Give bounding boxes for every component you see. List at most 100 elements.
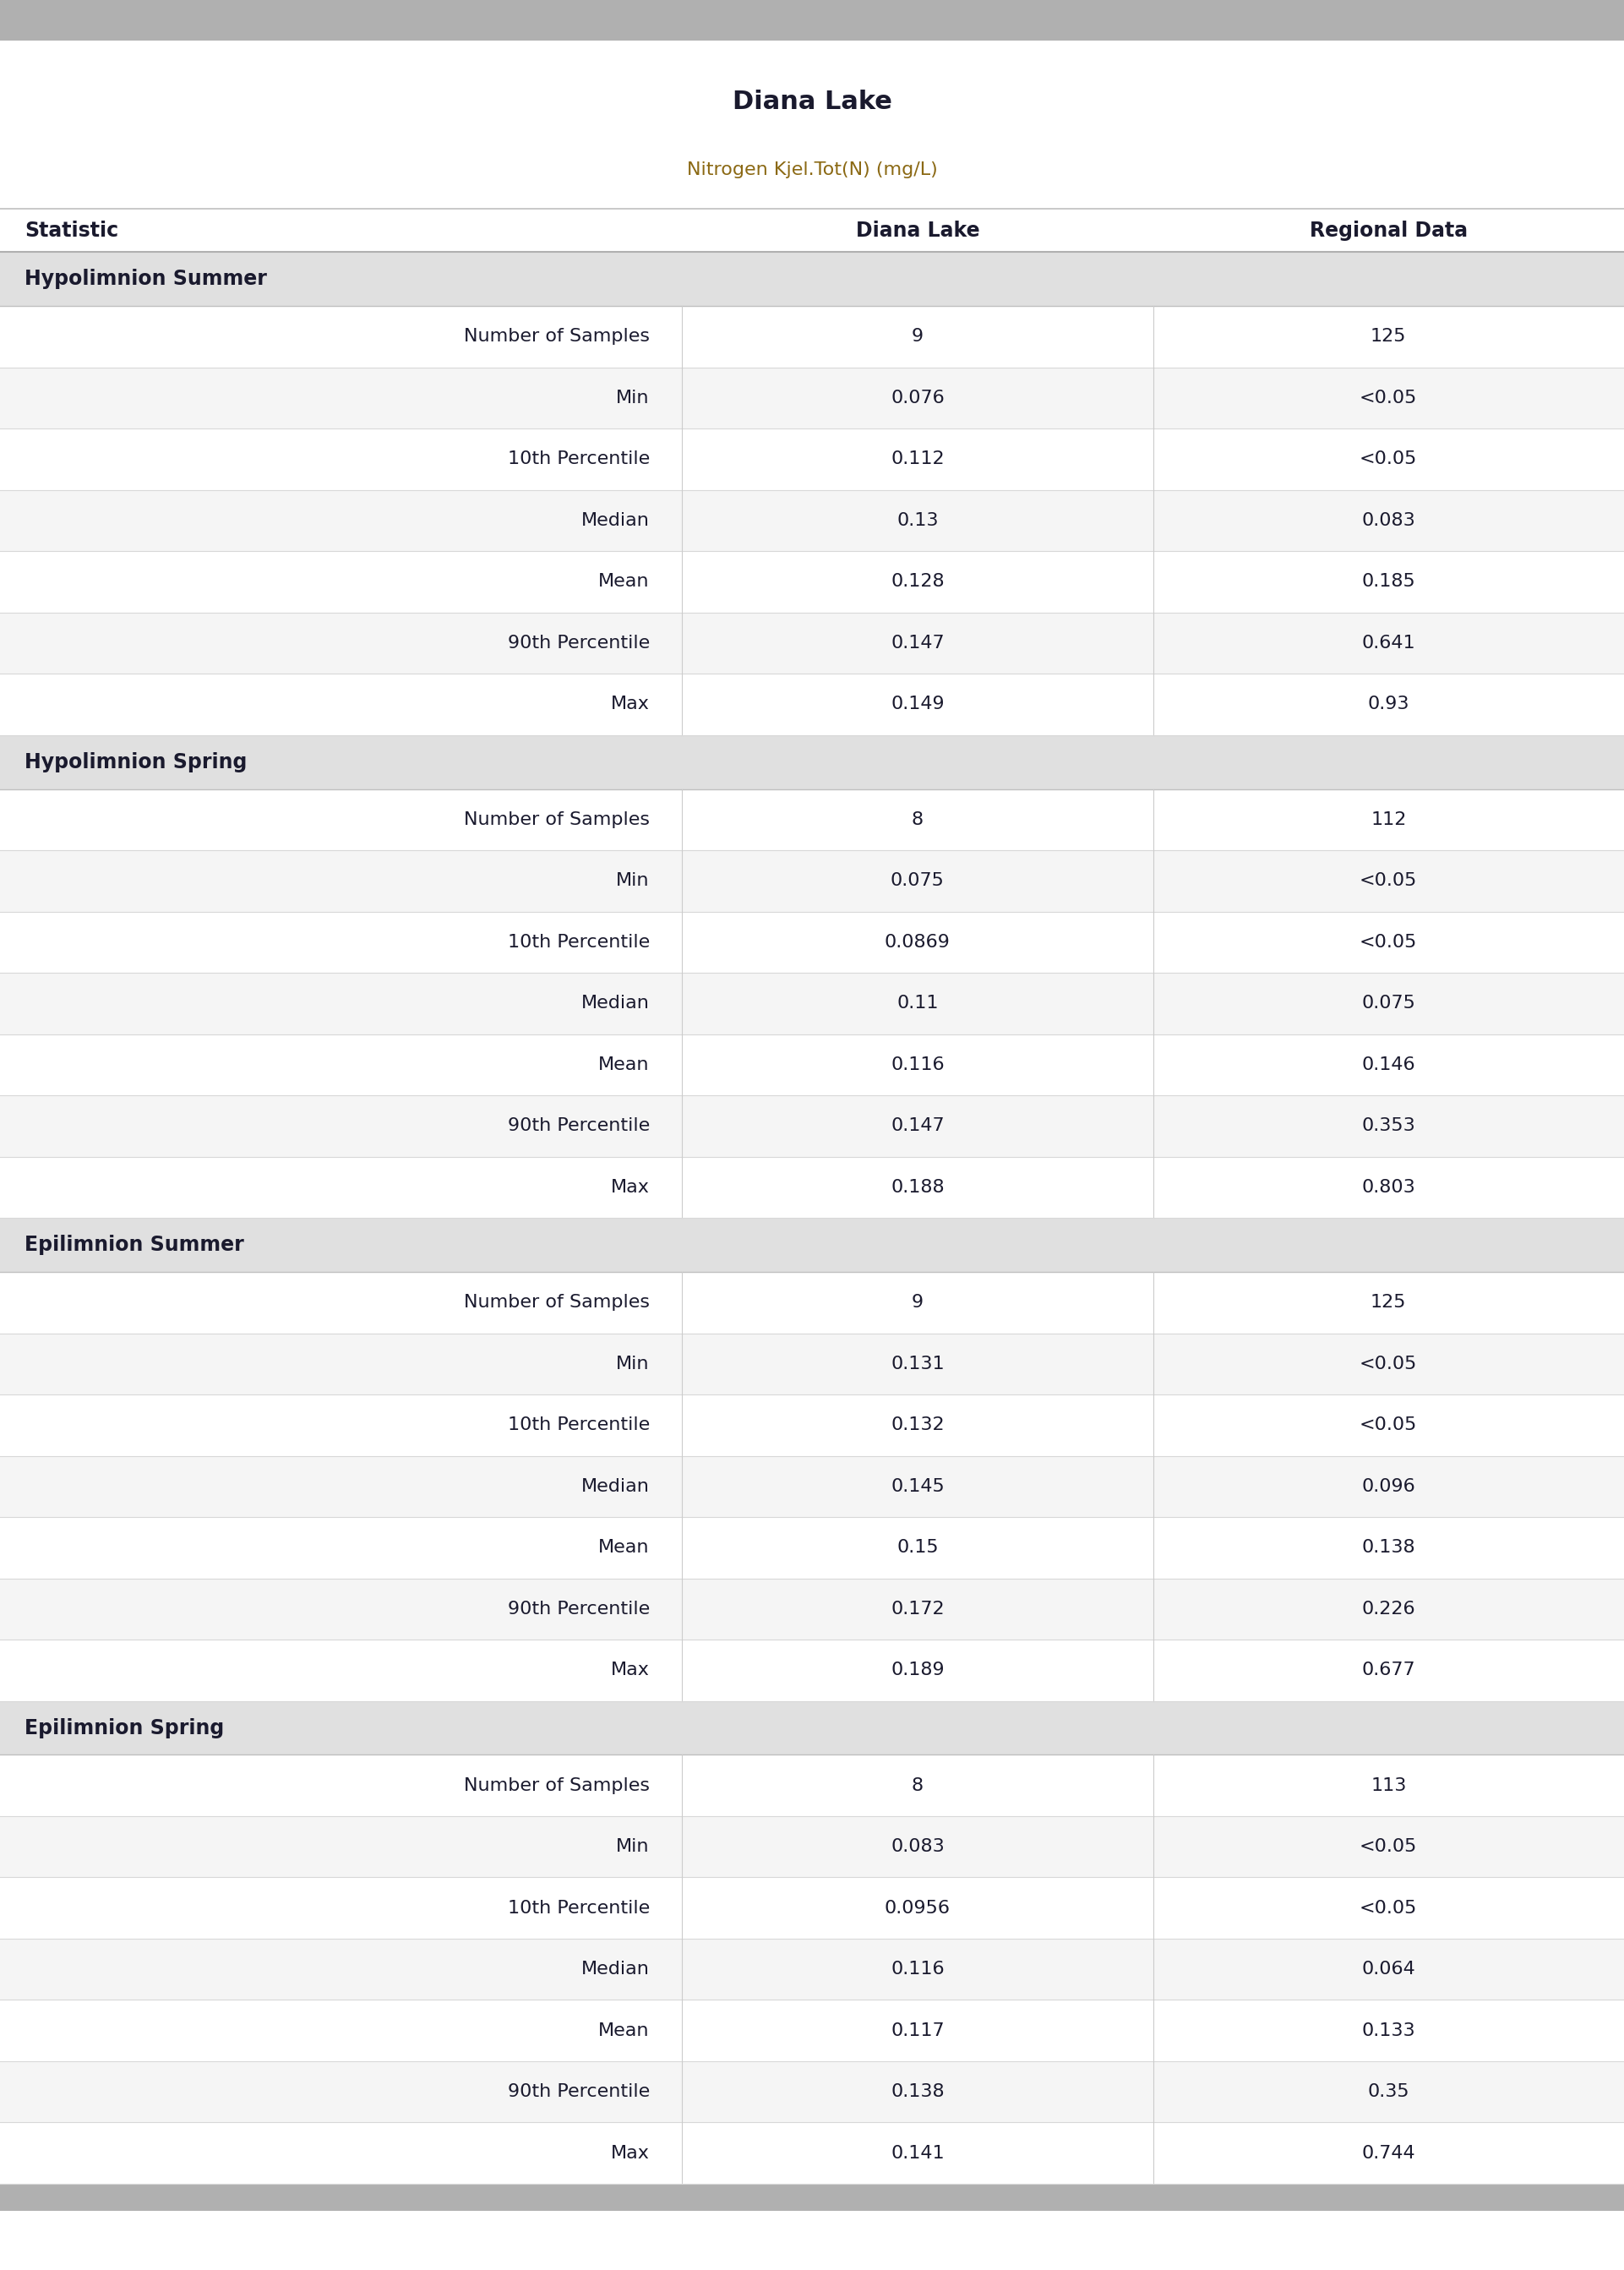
Text: 0.116: 0.116 — [890, 1056, 945, 1074]
Bar — [0, 613, 1624, 674]
Text: Epilimnion Spring: Epilimnion Spring — [24, 1718, 224, 1739]
Text: 0.189: 0.189 — [890, 1662, 945, 1678]
Bar — [0, 368, 1624, 429]
Text: 0.803: 0.803 — [1361, 1178, 1416, 1196]
Text: 0.0869: 0.0869 — [885, 933, 950, 951]
Text: <0.05: <0.05 — [1359, 872, 1418, 890]
Text: Min: Min — [615, 1355, 650, 1373]
Text: 0.083: 0.083 — [890, 1839, 945, 1855]
Bar — [0, 674, 1624, 735]
Text: 9: 9 — [911, 329, 924, 345]
Text: 0.132: 0.132 — [890, 1416, 945, 1435]
Bar — [0, 1939, 1624, 2000]
Text: 8: 8 — [911, 1777, 924, 1793]
Bar — [0, 0, 1624, 41]
Bar — [0, 1096, 1624, 1158]
Bar — [0, 1877, 1624, 1939]
Text: 10th Percentile: 10th Percentile — [507, 1900, 650, 1916]
Text: Number of Samples: Number of Samples — [464, 1777, 650, 1793]
Bar — [0, 851, 1624, 913]
Text: 0.353: 0.353 — [1361, 1117, 1416, 1135]
Text: 0.096: 0.096 — [1361, 1478, 1416, 1496]
Text: Regional Data: Regional Data — [1309, 220, 1468, 241]
Text: <0.05: <0.05 — [1359, 390, 1418, 406]
Text: Median: Median — [581, 1478, 650, 1496]
Text: 0.128: 0.128 — [890, 574, 945, 590]
Text: Median: Median — [581, 513, 650, 529]
Text: 0.226: 0.226 — [1361, 1600, 1416, 1619]
Bar — [0, 1755, 1624, 1816]
Text: Max: Max — [611, 1178, 650, 1196]
Bar — [0, 1035, 1624, 1096]
Text: 0.117: 0.117 — [890, 2023, 945, 2038]
Text: Max: Max — [611, 2145, 650, 2161]
Text: 0.147: 0.147 — [890, 636, 945, 651]
Text: <0.05: <0.05 — [1359, 452, 1418, 468]
Text: 10th Percentile: 10th Percentile — [507, 452, 650, 468]
Bar — [0, 2061, 1624, 2122]
Text: Mean: Mean — [599, 574, 650, 590]
Text: 0.35: 0.35 — [1367, 2084, 1410, 2100]
Text: <0.05: <0.05 — [1359, 1900, 1418, 1916]
Text: 0.075: 0.075 — [1361, 994, 1416, 1012]
Text: 0.15: 0.15 — [896, 1539, 939, 1557]
Text: 113: 113 — [1371, 1777, 1406, 1793]
Text: 0.138: 0.138 — [890, 2084, 945, 2100]
Bar — [0, 2000, 1624, 2061]
Bar — [0, 306, 1624, 368]
Text: 0.11: 0.11 — [896, 994, 939, 1012]
Text: Mean: Mean — [599, 1539, 650, 1557]
Text: Median: Median — [581, 994, 650, 1012]
Text: Median: Median — [581, 1961, 650, 1977]
Bar — [0, 1271, 1624, 1332]
Text: 0.133: 0.133 — [1361, 2023, 1416, 2038]
Bar — [0, 913, 1624, 974]
Text: Mean: Mean — [599, 1056, 650, 1074]
Bar — [0, 2184, 1624, 2211]
Text: 0.744: 0.744 — [1361, 2145, 1416, 2161]
Text: 8: 8 — [911, 810, 924, 829]
Text: 0.172: 0.172 — [890, 1600, 945, 1619]
Bar — [0, 490, 1624, 552]
Text: 0.131: 0.131 — [890, 1355, 945, 1373]
Text: 9: 9 — [911, 1294, 924, 1312]
Text: 125: 125 — [1371, 1294, 1406, 1312]
Bar — [0, 2122, 1624, 2184]
Bar — [0, 1700, 1624, 1755]
Text: 0.112: 0.112 — [890, 452, 945, 468]
Bar — [0, 1394, 1624, 1455]
Text: 125: 125 — [1371, 329, 1406, 345]
Text: 0.13: 0.13 — [896, 513, 939, 529]
Text: 0.147: 0.147 — [890, 1117, 945, 1135]
Text: 0.93: 0.93 — [1367, 697, 1410, 713]
Text: 0.146: 0.146 — [1361, 1056, 1416, 1074]
Text: 0.149: 0.149 — [890, 697, 945, 713]
Text: Min: Min — [615, 390, 650, 406]
Text: Nitrogen Kjel.Tot(N) (mg/L): Nitrogen Kjel.Tot(N) (mg/L) — [687, 161, 937, 179]
Text: Min: Min — [615, 872, 650, 890]
Text: <0.05: <0.05 — [1359, 1416, 1418, 1435]
Bar — [0, 209, 1624, 252]
Text: Max: Max — [611, 1662, 650, 1678]
Text: <0.05: <0.05 — [1359, 1355, 1418, 1373]
Text: Epilimnion Summer: Epilimnion Summer — [24, 1235, 244, 1255]
Text: Diana Lake: Diana Lake — [856, 220, 979, 241]
Text: 0.064: 0.064 — [1361, 1961, 1416, 1977]
Bar — [0, 429, 1624, 490]
Text: Max: Max — [611, 697, 650, 713]
Text: 0.138: 0.138 — [1361, 1539, 1416, 1557]
Text: 112: 112 — [1371, 810, 1406, 829]
Text: 10th Percentile: 10th Percentile — [507, 1416, 650, 1435]
Bar — [0, 552, 1624, 613]
Bar — [0, 1219, 1624, 1271]
Text: 0.0956: 0.0956 — [885, 1900, 950, 1916]
Bar — [0, 1639, 1624, 1700]
Bar — [0, 1516, 1624, 1578]
Text: 10th Percentile: 10th Percentile — [507, 933, 650, 951]
Text: Number of Samples: Number of Samples — [464, 329, 650, 345]
Text: Number of Samples: Number of Samples — [464, 1294, 650, 1312]
Text: 0.188: 0.188 — [890, 1178, 945, 1196]
Text: 90th Percentile: 90th Percentile — [507, 636, 650, 651]
Text: Min: Min — [615, 1839, 650, 1855]
Bar — [0, 1332, 1624, 1394]
